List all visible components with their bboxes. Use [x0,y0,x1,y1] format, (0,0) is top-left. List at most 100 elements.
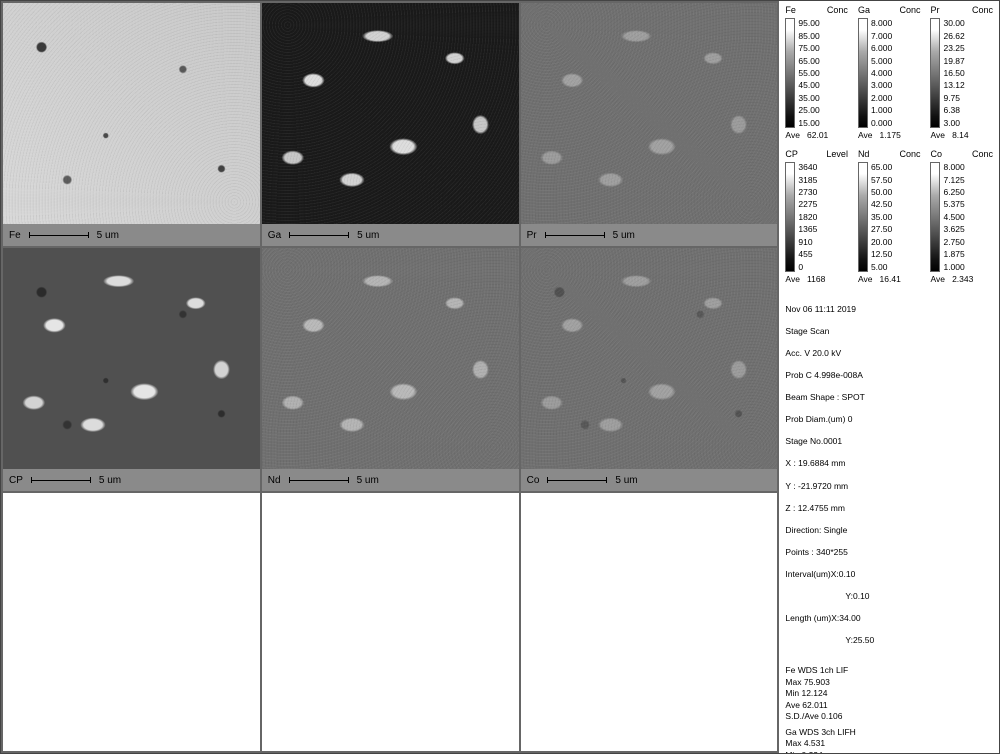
stats-max: Max 4.531 [785,738,993,749]
colorbar-tick: 3.625 [943,224,964,235]
colorbar-tick: 27.50 [871,224,892,235]
scalebar: Co 5 um [521,469,778,491]
colorbar-tick: 0.000 [871,118,892,129]
colorbar-gradient [858,18,868,128]
colorbar-tick: 1.000 [943,262,964,273]
panel-nd[interactable]: Nd 5 um [261,247,520,492]
scale-value: 5 um [357,475,379,486]
meta-length-y: Y:25.50 [785,635,993,646]
element-label: Fe [9,230,21,241]
colorbar-element: Co [930,149,942,160]
panel-ga[interactable]: Ga 5 um [261,2,520,247]
colorbar-tick: 4.000 [871,68,892,79]
empty-panel [520,492,779,752]
colorbar-tick: 19.87 [943,56,964,67]
colorbar-ticks: 3640318527302275182013659104550 [798,162,817,272]
colorbar-average: Ave 1168 [785,274,848,285]
colorbar-tick: 5.375 [943,199,964,210]
colorbar-tick: 7.000 [871,31,892,42]
colorbar-unit: Conc [899,5,920,16]
colorbar-tick: 85.00 [798,31,819,42]
stats-min: Min 12.124 [785,688,993,699]
scalebar-line [289,477,349,483]
micrograph-image [3,3,260,224]
colorbar-ticks: 95.0085.0075.0065.0055.0045.0035.0025.00… [798,18,819,128]
meta-x: X : 19.6884 mm [785,458,993,469]
colorbar-tick: 65.00 [871,162,892,173]
panel-fe[interactable]: Fe 5 um [2,2,261,247]
colorbar-fe: FeConc95.0085.0075.0065.0055.0045.0035.0… [785,5,848,141]
colorbar-tick: 16.50 [943,68,964,79]
colorbar-gradient [930,18,940,128]
colorbar-tick: 55.00 [798,68,819,79]
colorbar-element: Nd [858,149,870,160]
colorbar-nd: NdConc65.0057.5050.0042.5035.0027.5020.0… [858,149,921,285]
colorbar-tick: 455 [798,249,817,260]
channel-stats: Fe WDS 1ch LIFMax 75.903Min 12.124Ave 62… [785,665,993,753]
main-container: Fe 5 um Ga 5 um Pr 5 um [1,1,999,753]
colorbar-tick: 65.00 [798,56,819,67]
colorbar-tick: 5.00 [871,262,892,273]
micrograph-image [3,248,260,469]
colorbar-ga: GaConc8.0007.0006.0005.0004.0003.0002.00… [858,5,921,141]
panel-co[interactable]: Co 5 um [520,247,779,492]
stats-group: Fe WDS 1ch LIFMax 75.903Min 12.124Ave 62… [785,665,993,722]
meta-length: Length (um)X:34.00 [785,613,993,624]
colorbar-tick: 57.50 [871,175,892,186]
colorbar-gradient [930,162,940,272]
colorbar-ticks: 8.0007.0006.0005.0004.0003.0002.0001.000… [871,18,892,128]
colorbar-row-2: CPLevel3640318527302275182013659104550Av… [785,149,993,285]
meta-interval: Interval(um)X:0.10 [785,569,993,580]
colorbar-tick: 4.500 [943,212,964,223]
panel-cp[interactable]: CP 5 um [2,247,261,492]
meta-direction: Direction: Single [785,525,993,536]
colorbar-ticks: 65.0057.5050.0042.5035.0027.5020.0012.50… [871,162,892,272]
stats-title: Fe WDS 1ch LIF [785,665,993,676]
scalebar-line [545,232,605,238]
info-panel: FeConc95.0085.0075.0065.0055.0045.0035.0… [779,1,999,753]
colorbar-tick: 9.75 [943,93,964,104]
micrograph-image [521,248,778,469]
stats-group: Ga WDS 3ch LIFHMax 4.531Min 0.224Ave 1.1… [785,727,993,753]
colorbar-tick: 45.00 [798,80,819,91]
scalebar: Fe 5 um [3,224,260,246]
colorbar-cp: CPLevel3640318527302275182013659104550Av… [785,149,848,285]
scalebar: Ga 5 um [262,224,519,246]
colorbar-average: Ave 1.175 [858,130,921,141]
colorbar-tick: 6.38 [943,105,964,116]
colorbar-tick: 5.000 [871,56,892,67]
scalebar: Nd 5 um [262,469,519,491]
colorbar-unit: Conc [972,149,993,160]
colorbar-tick: 8.000 [871,18,892,29]
scalebar: Pr 5 um [521,224,778,246]
micrograph-grid: Fe 5 um Ga 5 um Pr 5 um [1,1,779,753]
colorbar-element: Ga [858,5,870,16]
colorbar-ticks: 8.0007.1256.2505.3754.5003.6252.7501.875… [943,162,964,272]
colorbar-gradient [785,162,795,272]
meta-y: Y : -21.9720 mm [785,481,993,492]
colorbar-co: CoConc8.0007.1256.2505.3754.5003.6252.75… [930,149,993,285]
meta-stage-no: Stage No.0001 [785,436,993,447]
colorbar-unit: Level [826,149,848,160]
colorbar-tick: 20.00 [871,237,892,248]
colorbar-tick: 8.000 [943,162,964,173]
colorbar-tick: 35.00 [798,93,819,104]
colorbar-tick: 1820 [798,212,817,223]
colorbar-tick: 2275 [798,199,817,210]
scalebar-line [547,477,607,483]
stats-ave: Ave 62.011 [785,700,993,711]
empty-panel [261,492,520,752]
element-label: CP [9,475,23,486]
micrograph-image [521,3,778,224]
colorbar-tick: 3185 [798,175,817,186]
colorbar-tick: 6.000 [871,43,892,54]
panel-pr[interactable]: Pr 5 um [520,2,779,247]
scalebar-line [29,232,89,238]
colorbar-gradient [858,162,868,272]
colorbar-pr: PrConc30.0026.6223.2519.8716.5013.129.75… [930,5,993,141]
colorbar-tick: 3.00 [943,118,964,129]
colorbar-tick: 12.50 [871,249,892,260]
meta-points: Points : 340*255 [785,547,993,558]
colorbar-tick: 3640 [798,162,817,173]
colorbar-tick: 26.62 [943,31,964,42]
